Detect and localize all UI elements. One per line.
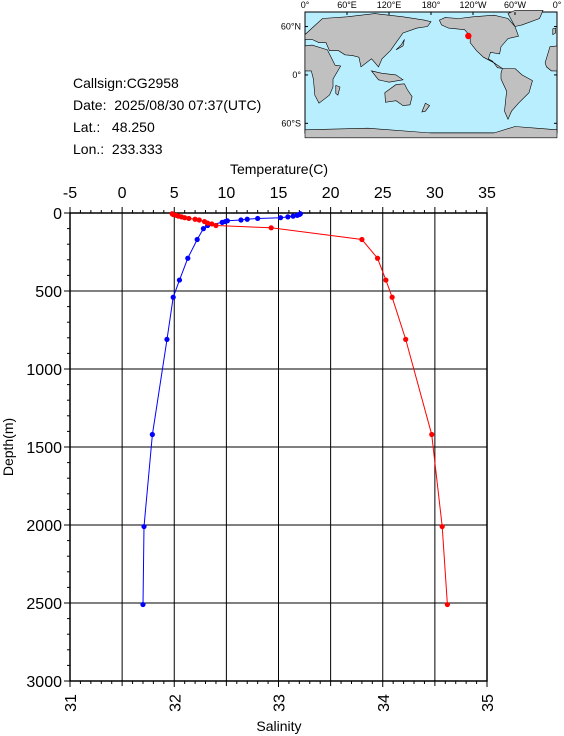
bottom-axis-tick-label: 31: [63, 694, 80, 712]
map-longitude-label: 0°: [553, 0, 562, 10]
station-marker: [465, 32, 472, 40]
salinity-data-point: [359, 236, 365, 243]
salinity-data-point: [182, 215, 188, 221]
land-shape: [335, 84, 341, 96]
latitude-text: Lat.: 48.250: [73, 119, 155, 135]
salinity-data-point: [403, 336, 409, 342]
top-axis-tick-label: 15: [270, 185, 288, 202]
salinity-data-point: [374, 255, 381, 261]
salinity-data-point: [389, 294, 395, 300]
top-axis-tick-label: 10: [217, 185, 235, 202]
land-shape: [395, 39, 405, 51]
map-latitude-label: 0°: [292, 70, 301, 80]
temperature-data-point: [200, 226, 207, 232]
left-axis-tick-label: 500: [35, 284, 62, 301]
temperature-data-point: [140, 601, 146, 608]
temperature-data-point: [219, 219, 225, 225]
temperature-data-point: [170, 294, 176, 300]
temperature-data-point: [277, 215, 284, 221]
salinity-data-point: [383, 277, 389, 283]
temperature-data-point: [164, 336, 170, 342]
salinity-data-point: [192, 216, 198, 222]
temperature-data-point: [285, 214, 291, 220]
salinity-data-point: [209, 221, 215, 227]
date-text: Date: 2025/08/30 07:37(UTC): [73, 97, 262, 113]
map-latitude-label: 60°S: [281, 118, 301, 128]
land-shape: [370, 70, 404, 83]
bottom-axis-tick-label: 33: [272, 694, 289, 712]
land-shape: [552, 27, 556, 36]
temperature-profile-line: [142, 213, 301, 605]
bottom-axis-tick-label: 34: [376, 694, 393, 712]
temperature-data-point: [294, 212, 300, 218]
land-shape: [304, 126, 558, 139]
land-shape: [384, 83, 413, 106]
longitude-text: Lon.: 233.333: [73, 141, 163, 157]
land-shape: [500, 68, 533, 121]
salinity-data-point: [444, 601, 450, 608]
salinity-data-point: [439, 523, 445, 530]
temperature-data-point: [176, 277, 183, 283]
salinity-data-point: [268, 225, 274, 231]
salinity-data-point: [429, 431, 435, 438]
left-axis-tick-label: 2500: [26, 596, 62, 613]
callsign-text: Callsign:CG2958: [73, 75, 179, 91]
top-axis-tick-label: 20: [322, 185, 340, 202]
land-shape: [304, 44, 342, 104]
temperature-data-point: [290, 213, 296, 219]
top-axis-tick-label: 30: [426, 185, 444, 202]
top-axis-tick-label: 35: [478, 185, 496, 202]
top-axis-tick-label: 25: [374, 185, 392, 202]
map-latitude-label: 60°N: [281, 22, 301, 32]
left-axis-tick-label: 1500: [26, 440, 62, 457]
salinity-data-point: [186, 215, 192, 222]
map-longitude-label: 60°W: [504, 0, 527, 10]
left-axis-tick-label: 2000: [26, 518, 62, 535]
salinity-profile-line: [171, 213, 448, 605]
salinity-data-point: [196, 217, 202, 223]
temperature-data-point: [194, 236, 200, 243]
salinity-data-point: [205, 220, 211, 226]
land-shape: [421, 102, 431, 113]
temperature-data-point: [141, 523, 147, 530]
map-longitude-label: 60°E: [337, 0, 357, 10]
map-longitude-label: 0°: [301, 0, 310, 10]
left-axis-tick-label: 1000: [26, 362, 62, 379]
land-shape: [507, 10, 544, 27]
left-axis-tick-label: 0: [53, 206, 62, 223]
map-longitude-label: 120°W: [459, 0, 487, 10]
temperature-data-point: [185, 255, 191, 261]
top-axis-tick-label: 0: [118, 185, 127, 202]
land-shape: [304, 13, 432, 68]
bottom-axis-title: Salinity: [256, 718, 301, 734]
temperature-data-point: [238, 217, 244, 223]
temperature-data-point: [149, 431, 155, 438]
salinity-data-point: [213, 222, 219, 229]
top-axis-title: Temperature(C): [230, 161, 328, 177]
bottom-axis-tick-label: 35: [480, 694, 497, 712]
left-axis-tick-label: 3000: [26, 674, 62, 691]
map-longitude-label: 180°: [422, 0, 441, 10]
top-axis-tick-label: -5: [63, 185, 77, 202]
station-info: Callsign:CG2958 Date: 2025/08/30 07:37(U…: [73, 72, 261, 160]
temperature-data-point: [255, 215, 261, 222]
y-axis-title: Depth(m): [0, 418, 16, 476]
bottom-axis-tick-label: 32: [167, 694, 184, 712]
temperature-data-point: [244, 216, 250, 222]
land-shape: [544, 45, 558, 72]
map-longitude-label: 120°E: [377, 0, 402, 10]
top-axis-tick-label: 5: [170, 185, 179, 202]
